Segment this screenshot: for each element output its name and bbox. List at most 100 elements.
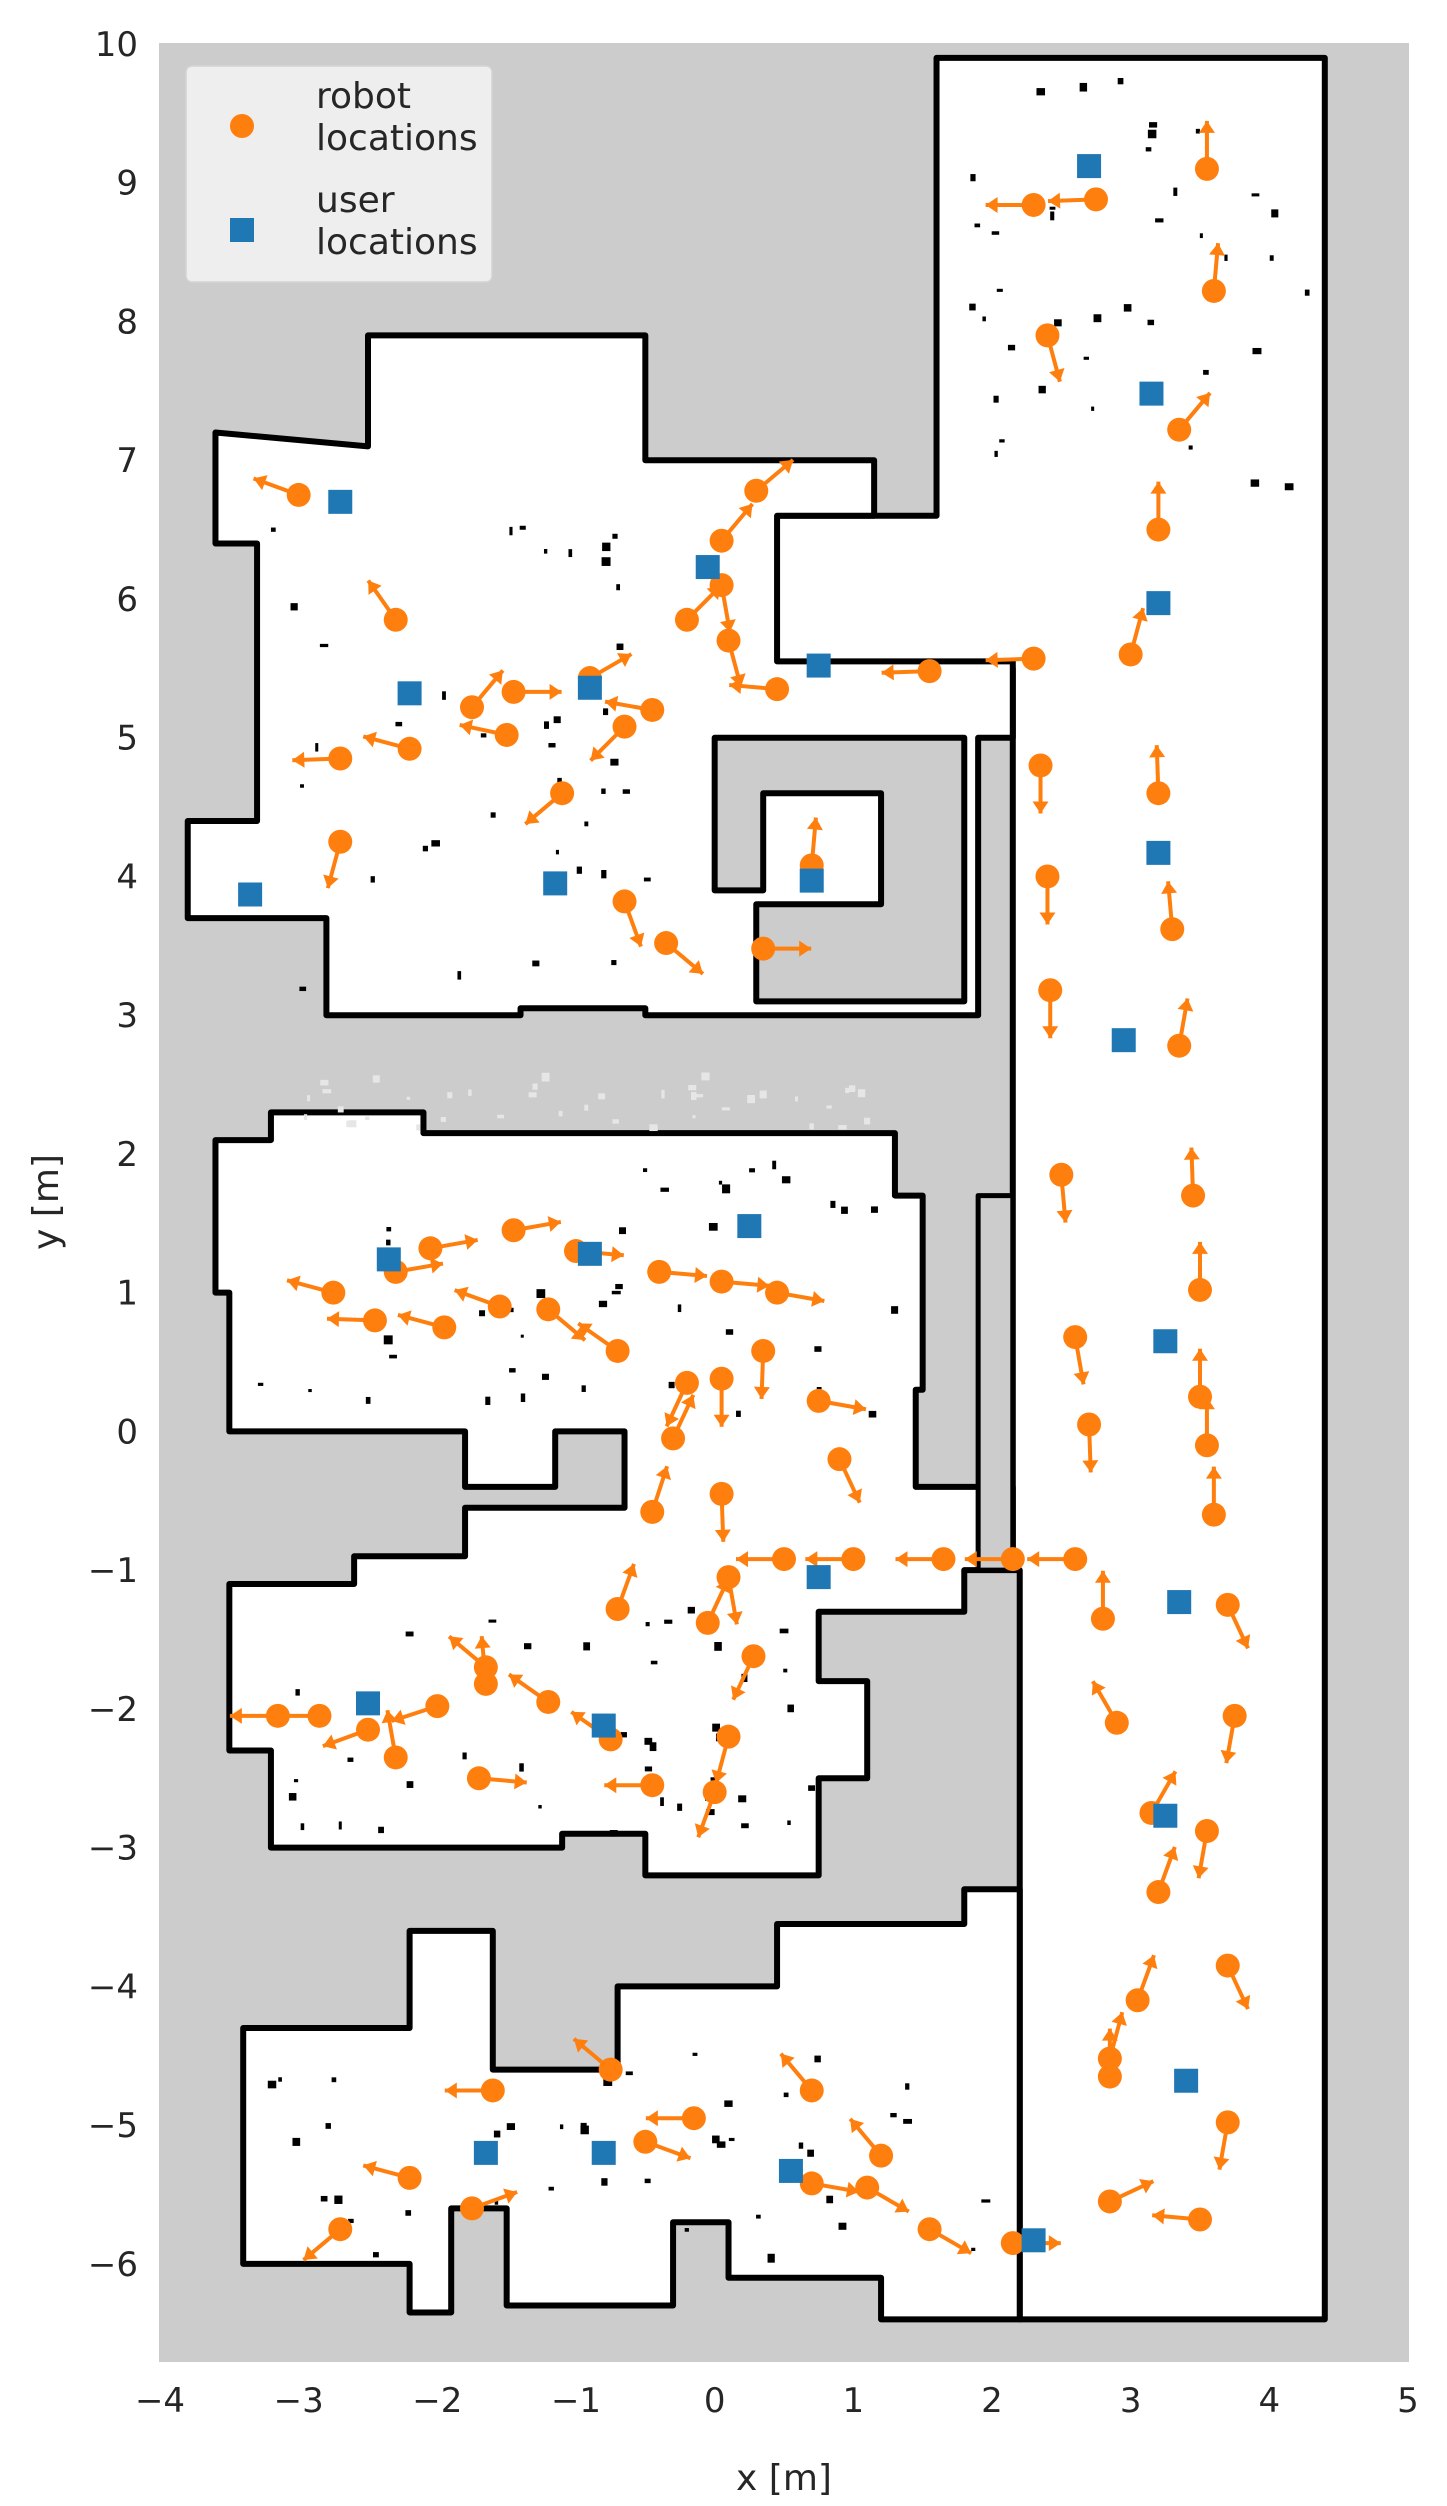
robot-marker (487, 1294, 512, 1319)
robot-location-point (1077, 1412, 1102, 1473)
map-speck (996, 288, 1003, 292)
map-speck (532, 960, 540, 967)
map-speck (612, 1119, 619, 1124)
map-inner-block (711, 734, 968, 1005)
user-location-point (1167, 1590, 1192, 1615)
robot-heading-arrowhead (429, 1257, 444, 1274)
robot-location-point (664, 1370, 699, 1428)
robot-heading-arrowhead (1213, 2156, 1230, 2170)
map-speck (270, 527, 276, 532)
map-speck (611, 1290, 621, 1295)
map-speck (541, 1373, 549, 1380)
robot-location-point (985, 646, 1046, 671)
map-speck (891, 1306, 899, 1314)
map-speck (293, 1779, 299, 1783)
map-speck (718, 1180, 723, 1185)
user-location-point (543, 871, 568, 896)
robot-marker (744, 478, 769, 503)
map-speck (1079, 82, 1088, 92)
robot-location-point (1118, 607, 1148, 667)
robot-marker (1077, 1412, 1102, 1437)
map-speck (716, 2141, 726, 2148)
map-speck (462, 1752, 467, 1760)
map-speck (548, 743, 556, 748)
legend-user-label-line2: locations (316, 222, 478, 263)
robot-heading-arrowhead (1049, 368, 1065, 382)
y-tick-label: 6 (116, 580, 138, 620)
map-speck (278, 2077, 282, 2082)
user-location-point (1021, 2228, 1046, 2253)
map-speck (767, 2253, 775, 2263)
map-speck (643, 877, 651, 882)
robot-location-point (1181, 1147, 1206, 1208)
robot-location-point (731, 1644, 766, 1701)
user-location-point (328, 489, 353, 514)
map-speck (493, 2130, 501, 2138)
map-speck (644, 2178, 651, 2184)
user-location-point (591, 2140, 616, 2165)
robot-heading-arrowhead (852, 1399, 866, 1416)
map-speck (378, 1826, 384, 1834)
map-speck (969, 303, 976, 311)
map-speck (405, 2210, 412, 2216)
map-speck (601, 557, 611, 566)
robot-location-point (605, 1563, 638, 1622)
map-speck (1038, 385, 1046, 394)
x-tick-label: −2 (412, 2381, 462, 2421)
robot-marker (397, 2165, 422, 2190)
robot-marker (550, 781, 575, 806)
robot-marker (418, 1236, 443, 1261)
map-speck (759, 1090, 767, 1099)
map-speck (721, 1107, 730, 1111)
map-speck (749, 1168, 756, 1173)
robot-heading-arrowhead (271, 1707, 284, 1724)
y-tick-label: −1 (88, 1551, 138, 1591)
map-speck (692, 1115, 696, 1119)
map-speck (1083, 356, 1089, 360)
map-speck (625, 2071, 633, 2076)
map-speck (1269, 255, 1274, 261)
y-tick-label: −4 (88, 1967, 138, 2007)
robot-marker (1146, 517, 1171, 542)
robot-heading-arrowhead (985, 651, 998, 668)
robot-location-point (323, 829, 353, 889)
robot-heading-arrowhead (1048, 192, 1061, 209)
robot-heading-arrowhead (753, 1386, 770, 1399)
robot-heading-arrowhead (1235, 1634, 1251, 1649)
robot-location-point (709, 502, 754, 553)
robot-heading-arrowhead (459, 719, 474, 736)
user-location-point (695, 555, 720, 580)
robot-heading-arrowhead (1139, 2178, 1154, 2194)
map-speck (490, 812, 496, 818)
robot-location-point (640, 1465, 671, 1524)
robot-location-point (709, 1269, 770, 1294)
map-speck (1091, 406, 1095, 411)
user-location-point (577, 675, 602, 700)
y-axis-ticks: −6 −5 −4 −3 −2 −1 0 1 2 3 4 5 6 7 8 9 10 (88, 25, 138, 2285)
map-speck (649, 1124, 658, 1132)
x-axis-ticks: −4 −3 −2 −1 0 1 2 3 4 5 (135, 2381, 1419, 2421)
robot-marker (741, 1644, 766, 1669)
robot-marker (1049, 1162, 1074, 1187)
x-tick-label: −3 (274, 2381, 324, 2421)
robot-heading-arrowhead (464, 1234, 478, 1250)
robot-heading-arrowhead (363, 731, 377, 748)
robot-heading-arrowhead (590, 746, 605, 761)
robot-marker (321, 1280, 346, 1305)
map-speck (406, 1781, 414, 1788)
map-speck (416, 1124, 421, 1131)
legend-robot-label-line1: robot (316, 76, 411, 117)
robot-marker (536, 1297, 561, 1322)
robot-location-point (827, 1447, 862, 1504)
map-speck (603, 2079, 613, 2086)
user-location-point (397, 681, 422, 706)
map-speck (479, 1310, 486, 1317)
robot-location-point (286, 1275, 346, 1305)
map-speck (386, 1239, 391, 1246)
map-speck (334, 2195, 343, 2204)
map-speck (701, 1072, 710, 1081)
robot-heading-arrowhead (1192, 1241, 1208, 1254)
map-speck (712, 1723, 720, 1732)
robot-heading-arrowhead (645, 2110, 658, 2127)
user-location-point (778, 2158, 803, 2183)
